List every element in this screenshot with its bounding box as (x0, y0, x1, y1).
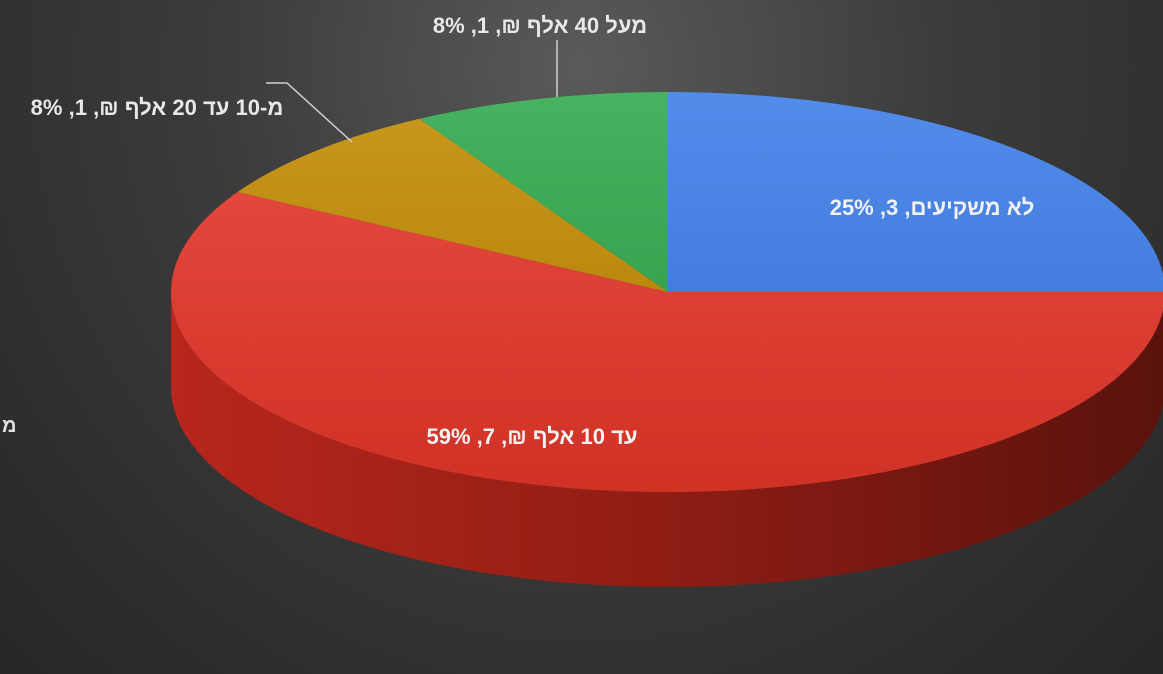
data-label-not-investing: לא משקיעים, 3, 25% (830, 195, 1035, 220)
data-label-up-to-10k: עד 10 אלף ₪, 7, 59% (427, 424, 638, 449)
legend-fragment: מ (2, 415, 17, 437)
pie-slices (171, 92, 1163, 492)
pie-side-wall (171, 292, 1163, 587)
leader-line-10-20 (266, 82, 353, 143)
data-label-10k-20k: מ-10 עד 20 אלף ₪, 1, 8% (31, 95, 284, 120)
slice-not-investing (668, 92, 1163, 292)
data-label-over-40k: מעל 40 אלף ₪, 1, 8% (433, 13, 647, 38)
